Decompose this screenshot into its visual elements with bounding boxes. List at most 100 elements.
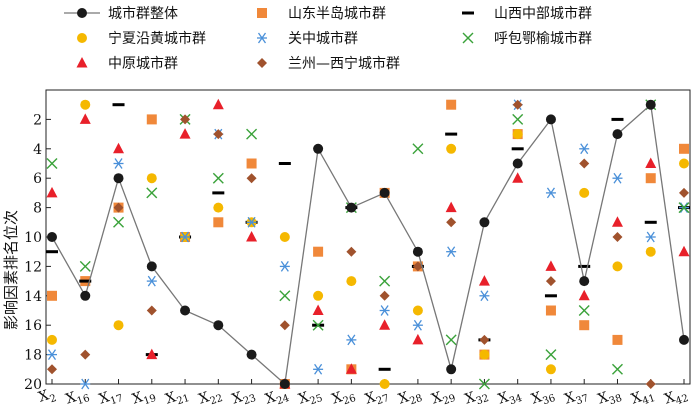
series-6 <box>46 98 690 389</box>
data-point <box>246 173 257 184</box>
y-tick-label: 10 <box>24 230 42 246</box>
legend-item: 呼包鄂榆城市群 <box>462 30 592 47</box>
data-point <box>80 378 91 390</box>
data-point <box>545 114 556 125</box>
data-point <box>412 143 424 155</box>
x-tick-label: X38 <box>596 385 623 410</box>
data-point <box>146 348 158 360</box>
data-point <box>180 114 191 125</box>
data-point <box>279 379 290 389</box>
data-point <box>313 246 324 257</box>
data-point <box>47 232 57 242</box>
data-point <box>212 172 224 184</box>
data-point <box>645 157 657 168</box>
data-point <box>46 158 58 169</box>
data-point <box>579 276 590 287</box>
x-tick-label: X27 <box>363 385 390 410</box>
data-point <box>579 187 590 198</box>
y-tick-label: 6 <box>33 171 42 187</box>
data-point <box>446 99 457 110</box>
data-point <box>47 334 57 345</box>
y-tick-label: 14 <box>24 289 42 305</box>
y-tick-label: 16 <box>24 318 42 334</box>
data-point <box>79 113 91 124</box>
y-axis-title: 影响因素排名位次 <box>2 210 20 330</box>
data-point <box>612 334 623 345</box>
legend-item: 兰州—西宁城市群 <box>257 55 400 72</box>
data-point <box>379 290 390 301</box>
data-point <box>645 231 656 243</box>
data-point <box>146 305 157 316</box>
data-point <box>80 349 91 360</box>
data-point <box>312 319 324 331</box>
data-point <box>379 275 391 287</box>
data-point <box>146 114 157 125</box>
data-point <box>678 245 690 257</box>
data-point <box>412 261 423 272</box>
data-point <box>479 349 490 360</box>
data-point <box>313 143 324 154</box>
data-point <box>313 290 324 301</box>
data-point <box>479 290 490 302</box>
data-point <box>113 202 124 213</box>
data-point <box>46 186 58 198</box>
x-tick-label: X37 <box>563 385 590 410</box>
data-point <box>80 99 91 110</box>
x-tick-label: X42 <box>663 385 690 410</box>
data-point <box>579 158 590 169</box>
data-point <box>645 246 656 257</box>
data-point <box>47 364 57 375</box>
data-point <box>246 158 257 169</box>
data-point <box>512 113 524 125</box>
data-point <box>246 349 257 360</box>
legend-item: 山西中部城市群 <box>462 5 592 22</box>
legend-marker <box>77 8 87 18</box>
data-point <box>679 158 689 169</box>
data-point <box>612 172 623 184</box>
data-point <box>180 231 191 243</box>
data-point <box>679 187 689 198</box>
legend-label: 关中城市群 <box>288 30 358 47</box>
data-point <box>678 202 690 214</box>
data-point <box>479 334 490 345</box>
data-point <box>578 289 590 301</box>
data-point <box>679 143 689 154</box>
series-line <box>51 103 685 386</box>
plot-frame <box>45 89 691 385</box>
data-point <box>279 320 290 331</box>
legend-label: 呼包鄂榆城市群 <box>494 30 592 47</box>
legend-item: 中原城市群 <box>76 55 178 72</box>
data-point <box>80 290 91 301</box>
x-tick-label: X16 <box>64 385 91 410</box>
data-point <box>113 320 124 331</box>
data-point <box>246 216 257 228</box>
data-point <box>47 349 57 360</box>
data-point <box>146 261 157 272</box>
data-point <box>113 173 124 184</box>
data-point <box>213 320 224 331</box>
data-point <box>246 128 258 140</box>
data-point <box>279 290 291 302</box>
x-tick-label: X22 <box>197 385 224 410</box>
x-tick-label: X32 <box>463 385 490 410</box>
x-tick-label: X36 <box>529 385 556 410</box>
legend-label: 宁夏沿黄城市群 <box>108 30 206 47</box>
data-point <box>512 172 524 183</box>
x-tick-label: X24 <box>263 385 290 410</box>
data-point <box>79 260 91 272</box>
x-tick-label: X25 <box>297 385 324 410</box>
data-point <box>478 275 490 286</box>
legend-label: 中原城市群 <box>108 55 178 72</box>
data-point <box>213 217 224 228</box>
legend-label: 山东半岛城市群 <box>288 5 386 22</box>
data-point <box>113 142 125 154</box>
y-tick-label: 18 <box>24 348 42 364</box>
data-point <box>545 305 556 316</box>
data-point <box>113 216 125 228</box>
x-tick-label: X28 <box>396 385 423 410</box>
x-tick-label: X23 <box>230 385 257 410</box>
x-tick-label: X21 <box>164 385 191 410</box>
legend-marker <box>257 32 267 44</box>
